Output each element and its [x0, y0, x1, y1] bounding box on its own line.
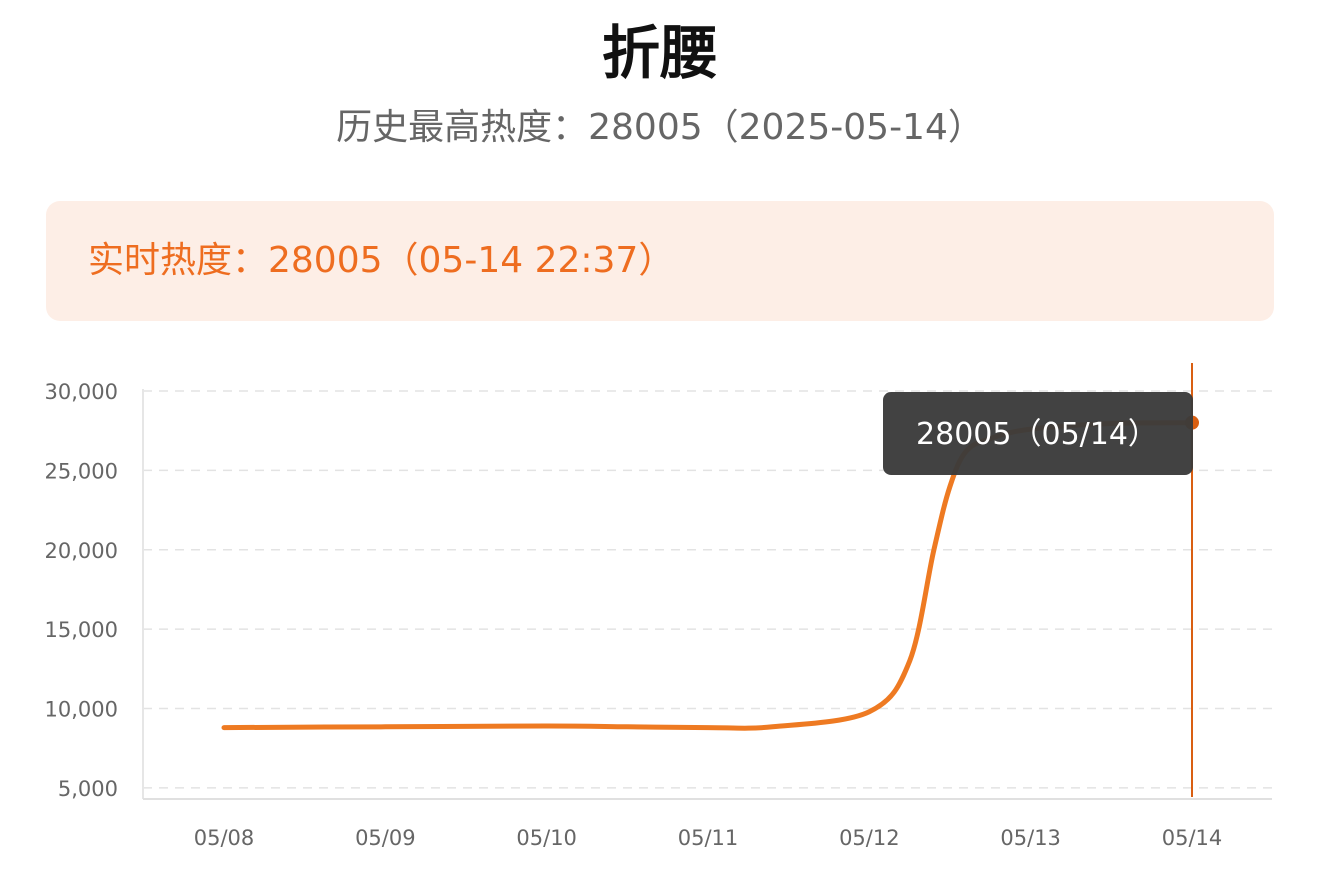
heat-trend-chart[interactable]: 5,000 10,000 15,000 20,000 25,000 30,000 05/08… [0, 340, 1320, 887]
tooltip-box [883, 392, 1193, 475]
realtime-heat-text: 实时热度：28005（05-14 22:37） [88, 240, 675, 281]
x-tick-label: 05/10 [516, 826, 577, 850]
x-tick-label: 05/14 [1162, 826, 1223, 850]
x-tick-label: 05/12 [839, 826, 900, 850]
y-tick-label: 25,000 [45, 459, 118, 483]
y-tick-label: 5,000 [58, 777, 118, 801]
page-title: 折腰 [601, 19, 718, 87]
realtime-heat-banner: 实时热度：28005（05-14 22:37） [46, 201, 1274, 321]
x-tick-label: 05/09 [355, 826, 416, 850]
y-tick-label: 30,000 [45, 380, 118, 404]
historical-peak-text: 历史最高热度：28005（2025-05-14） [336, 107, 984, 148]
y-tick-label: 10,000 [45, 698, 118, 722]
x-tick-label: 05/08 [194, 826, 255, 850]
y-tick-label: 15,000 [45, 618, 118, 642]
y-tick-label: 20,000 [45, 539, 118, 563]
tooltip-text: 28005（05/14） [916, 417, 1158, 452]
x-tick-label: 05/11 [678, 826, 739, 850]
x-tick-label: 05/13 [1000, 826, 1061, 850]
